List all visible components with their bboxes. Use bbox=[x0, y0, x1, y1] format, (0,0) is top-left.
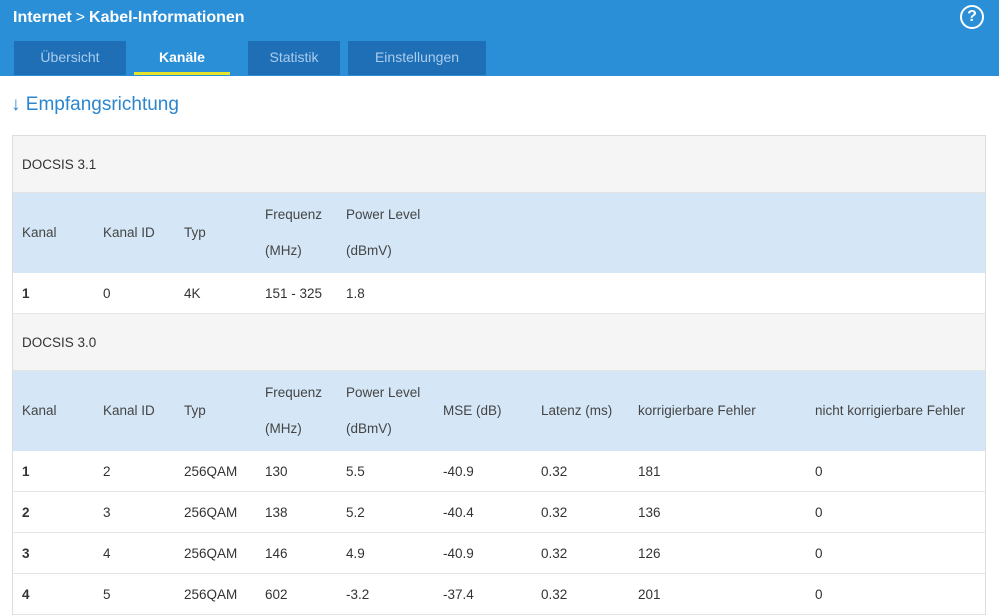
cell: 136 bbox=[629, 491, 806, 533]
cell: 5.2 bbox=[337, 491, 434, 533]
cell: 256QAM bbox=[175, 573, 256, 615]
breadcrumb: Internet > Kabel-Informationen bbox=[13, 9, 245, 27]
cell: 2 bbox=[94, 451, 175, 492]
column-header: korrigierbare Fehler bbox=[629, 370, 806, 451]
section-row: DOCSIS 3.1 bbox=[13, 136, 985, 193]
section-title: DOCSIS 3.1 bbox=[13, 136, 985, 193]
cell: 201 bbox=[629, 573, 806, 615]
tab[interactable]: Kanäle bbox=[134, 41, 230, 75]
section-title: DOCSIS 3.0 bbox=[13, 313, 985, 371]
cell: 130 bbox=[256, 451, 337, 492]
column-header: MSE (dB) bbox=[434, 370, 532, 451]
cell: -40.9 bbox=[434, 451, 532, 492]
cell: 1 bbox=[13, 451, 94, 492]
column-header: Typ bbox=[175, 370, 256, 451]
column-header: Kanal bbox=[13, 370, 94, 451]
tab[interactable]: Statistik bbox=[248, 41, 340, 75]
cell: 0.32 bbox=[532, 451, 629, 492]
cell: 256QAM bbox=[175, 451, 256, 492]
cell: 2 bbox=[13, 491, 94, 533]
empty-cell bbox=[434, 273, 985, 314]
crumb-current: Kabel-Informationen bbox=[89, 9, 245, 26]
cell: 4 bbox=[13, 573, 94, 615]
column-header: Power Level (dBmV) bbox=[337, 370, 434, 451]
cell: 4.9 bbox=[337, 532, 434, 574]
cell: 151 - 325 bbox=[256, 273, 337, 314]
column-header: Latenz (ms) bbox=[532, 370, 629, 451]
crumb-link[interactable]: Internet bbox=[13, 9, 72, 26]
cell: 0.32 bbox=[532, 491, 629, 533]
cell: -40.9 bbox=[434, 532, 532, 574]
cell: 0 bbox=[806, 491, 985, 533]
data-row: 3 4 256QAM 146 4.9 -40.9 0.32 126 0 bbox=[13, 532, 985, 574]
cell: -3.2 bbox=[337, 573, 434, 615]
empty-cell bbox=[434, 192, 985, 273]
column-header: Kanal bbox=[13, 192, 94, 273]
cell: 1.8 bbox=[337, 273, 434, 314]
column-header: Power Level (dBmV) bbox=[337, 192, 434, 273]
column-header: Frequenz (MHz) bbox=[256, 192, 337, 273]
column-header: Frequenz (MHz) bbox=[256, 370, 337, 451]
header-row: Kanal Kanal ID Typ Frequenz (MHz) Power Leve… bbox=[13, 192, 985, 273]
arrow-icon: ↓ bbox=[11, 94, 21, 115]
cell: -37.4 bbox=[434, 573, 532, 615]
crumb-separator: > bbox=[75, 9, 86, 26]
cell: 138 bbox=[256, 491, 337, 533]
cell: 1 bbox=[13, 273, 94, 314]
cell: 0.32 bbox=[532, 573, 629, 615]
data-row: 1 2 256QAM 130 5.5 -40.9 0.32 181 0 bbox=[13, 451, 985, 492]
data-row: 2 3 256QAM 138 5.2 -40.4 0.32 136 0 bbox=[13, 491, 985, 533]
header-bar: Internet > Kabel-Informationen ? Übersicht… bbox=[0, 0, 999, 76]
heading-text: Empfangsrichtung bbox=[25, 94, 179, 115]
column-header: nicht korrigierbare Fehler bbox=[806, 370, 985, 451]
cell: 256QAM bbox=[175, 532, 256, 574]
column-header: Typ bbox=[175, 192, 256, 273]
cell: 5.5 bbox=[337, 451, 434, 492]
cell: 3 bbox=[13, 532, 94, 574]
data-row: 1 0 4K 151 - 325 1.8 bbox=[13, 273, 985, 314]
section-row: DOCSIS 3.0 bbox=[13, 313, 985, 371]
cell: 0.32 bbox=[532, 532, 629, 574]
cell: 0 bbox=[806, 532, 985, 574]
channel-table: DOCSIS 3.1 Kanal Kanal ID Typ Frequenz (MHz)… bbox=[13, 136, 985, 615]
tab[interactable]: Übersicht bbox=[14, 41, 126, 75]
column-header: Kanal ID bbox=[94, 370, 175, 451]
cell: 126 bbox=[629, 532, 806, 574]
cell: 4 bbox=[94, 532, 175, 574]
cell: 0 bbox=[94, 273, 175, 314]
cell: 4K bbox=[175, 273, 256, 314]
cell: 3 bbox=[94, 491, 175, 533]
tab[interactable]: Einstellungen bbox=[348, 41, 486, 75]
cell: 181 bbox=[629, 451, 806, 492]
cell: 256QAM bbox=[175, 491, 256, 533]
help-button[interactable]: ? bbox=[960, 5, 984, 29]
cell: -40.4 bbox=[434, 491, 532, 533]
cell: 602 bbox=[256, 573, 337, 615]
column-header: Kanal ID bbox=[94, 192, 175, 273]
cell: 0 bbox=[806, 451, 985, 492]
cell: 0 bbox=[806, 573, 985, 615]
cell: 5 bbox=[94, 573, 175, 615]
cell: 146 bbox=[256, 532, 337, 574]
header-row: Kanal Kanal ID Typ Frequenz (MHz) Power Leve… bbox=[13, 370, 985, 451]
table-container: DOCSIS 3.1 Kanal Kanal ID Typ Frequenz (MHz)… bbox=[12, 135, 986, 615]
section-heading: ↓ Empfangsrichtung bbox=[11, 94, 179, 116]
data-row: 4 5 256QAM 602 -3.2 -37.4 0.32 201 0 bbox=[13, 573, 985, 615]
